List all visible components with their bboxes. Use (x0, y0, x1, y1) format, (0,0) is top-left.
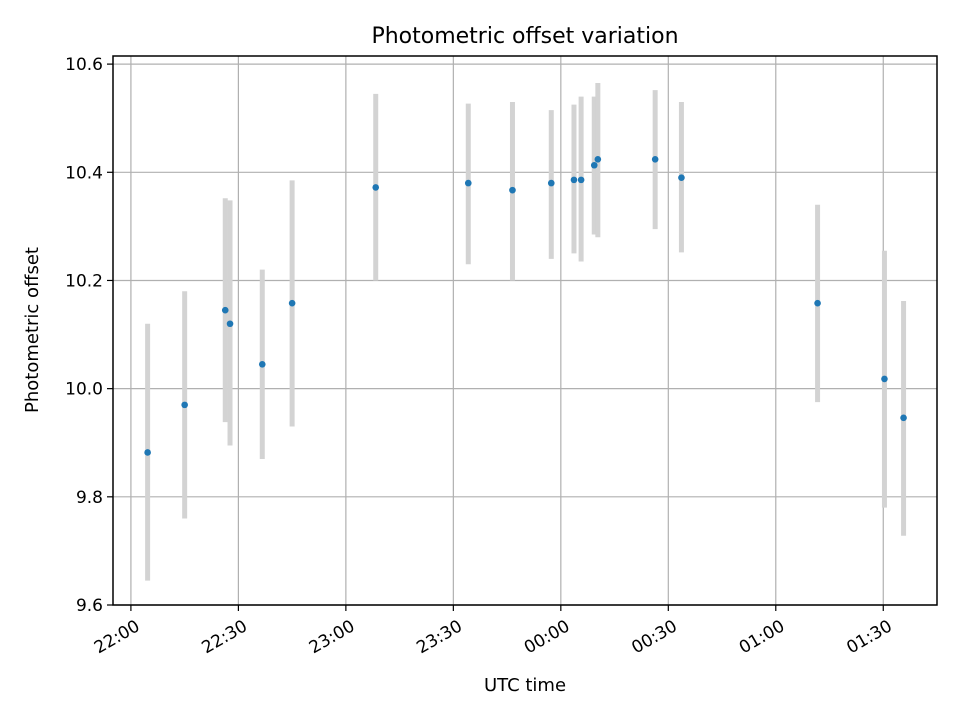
data-point (590, 161, 598, 169)
data-point (570, 176, 578, 184)
y-tick-label: 10.2 (65, 271, 103, 291)
plot-frame (112, 55, 938, 606)
data-point (547, 179, 555, 187)
data-point (144, 449, 151, 456)
y-tick-label: 10.0 (65, 380, 103, 400)
data-point (181, 401, 188, 409)
data-point (221, 306, 229, 314)
data-point (814, 299, 821, 307)
data-point (651, 156, 659, 163)
y-tick-label: 10.6 (65, 55, 103, 75)
y-tick-label: 9.8 (76, 488, 103, 508)
data-point (464, 179, 472, 187)
data-points (144, 156, 907, 456)
chart-title: Photometric offset variation (371, 24, 678, 49)
y-tick-label: 9.6 (76, 596, 103, 616)
data-point (881, 375, 888, 383)
x-axis-label: UTC time (484, 675, 566, 696)
data-point (226, 320, 234, 328)
data-point (577, 176, 585, 184)
data-point (509, 186, 516, 194)
y-tick-label: 10.4 (65, 163, 103, 183)
data-point (288, 299, 296, 307)
data-point (900, 414, 907, 422)
data-point (372, 184, 380, 191)
y-axis-ticks: 9.6 9.8 10.0 10.2 10.4 10.6 (65, 55, 113, 616)
y-axis-label: Photometric offset (22, 247, 43, 413)
data-point (594, 156, 602, 163)
data-point (258, 361, 266, 368)
data-point (678, 174, 685, 181)
